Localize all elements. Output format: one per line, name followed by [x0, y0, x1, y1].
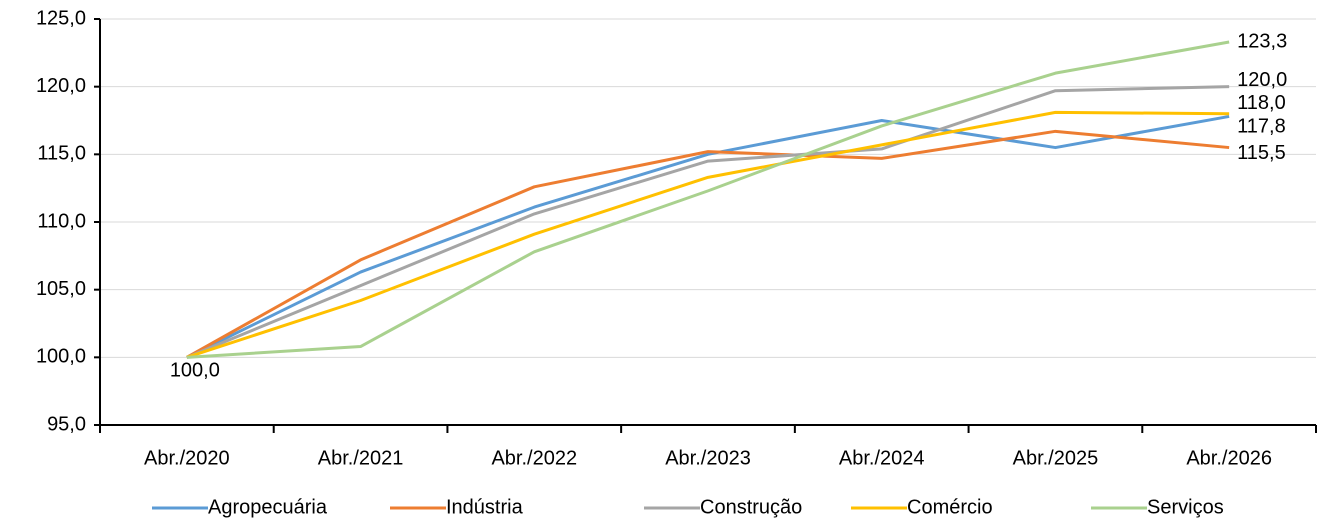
series-line — [186, 129, 1230, 359]
legend-label: Indústria — [446, 496, 524, 518]
series-line — [186, 85, 1230, 359]
data-label: 120,0 — [1237, 69, 1287, 91]
y-tick-label: 100,0 — [36, 346, 86, 368]
series-line — [186, 40, 1230, 359]
data-label: 115,5 — [1237, 142, 1286, 164]
x-tick-label: Abr./2026 — [1186, 447, 1272, 469]
legend-label: Comércio — [907, 496, 993, 518]
series-line — [186, 110, 1230, 359]
x-tick-label: Abr./2021 — [318, 447, 404, 469]
x-tick-label: Abr./2024 — [839, 447, 925, 469]
data-label: 123,3 — [1237, 30, 1287, 52]
legend-label: Agropecuária — [208, 496, 328, 518]
legend-label: Construção — [700, 496, 802, 518]
series-line — [186, 114, 1230, 359]
legend-label: Serviços — [1147, 496, 1224, 518]
y-tick-label: 115,0 — [37, 143, 86, 165]
x-tick-label: Abr./2023 — [665, 447, 751, 469]
data-label: 118,0 — [1237, 92, 1286, 114]
y-tick-label: 120,0 — [36, 75, 86, 97]
y-tick-label: 110,0 — [37, 210, 86, 232]
x-tick-label: Abr./2020 — [144, 447, 230, 469]
x-tick-label: Abr./2025 — [1013, 447, 1099, 469]
x-tick-label: Abr./2022 — [491, 447, 577, 469]
y-tick-label: 125,0 — [36, 7, 86, 29]
y-tick-label: 105,0 — [36, 278, 86, 300]
data-label: 100,0 — [170, 360, 220, 382]
y-tick-label: 95,0 — [47, 413, 86, 435]
data-label: 117,8 — [1237, 116, 1286, 138]
